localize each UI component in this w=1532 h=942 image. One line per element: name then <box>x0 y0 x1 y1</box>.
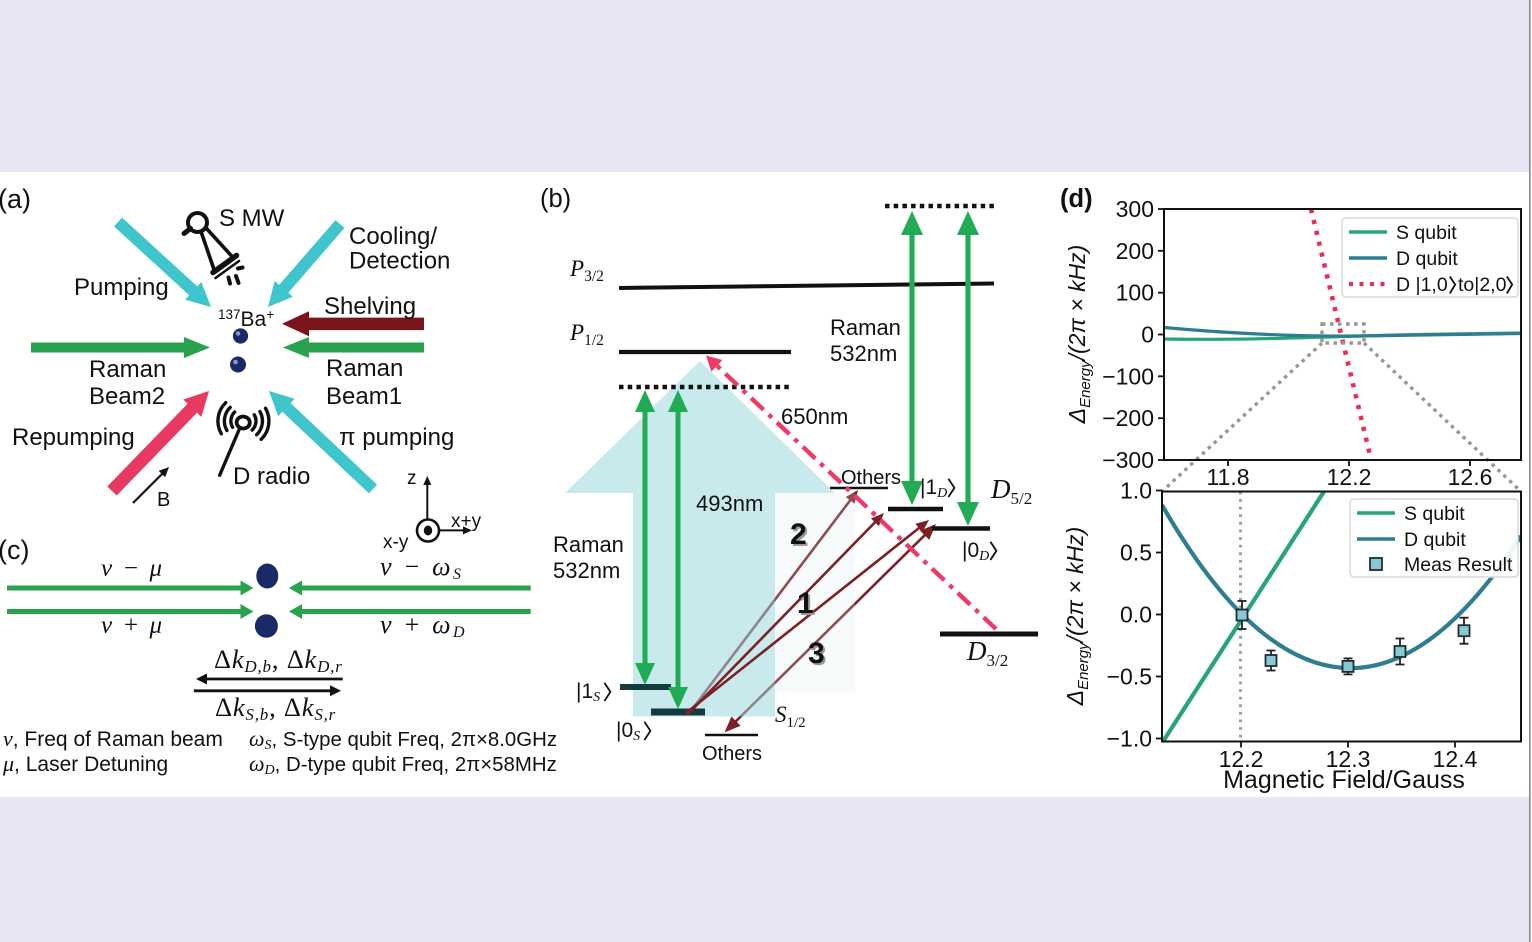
svg-text:1: 1 <box>797 587 814 620</box>
svg-text:12.6: 12.6 <box>1448 464 1493 490</box>
svg-text:Raman: Raman <box>326 355 403 382</box>
svg-text:−200: −200 <box>1102 405 1154 431</box>
svg-text:z: z <box>407 468 417 489</box>
svg-text:D radio: D radio <box>233 463 310 490</box>
svg-text:1.0: 1.0 <box>1120 478 1152 504</box>
svg-text:Beam2: Beam2 <box>89 383 165 410</box>
svg-text:Meas Result: Meas Result <box>1404 554 1513 576</box>
svg-text:2: 2 <box>792 520 809 553</box>
svg-text:S MW: S MW <box>219 205 285 232</box>
svg-text:3: 3 <box>810 639 827 672</box>
svg-text:x-y: x-y <box>383 532 409 553</box>
svg-text:ν − μ: ν − μ <box>101 555 164 582</box>
svg-text:μ, Laser Detuning: μ, Laser Detuning <box>2 751 168 776</box>
svg-text:(c): (c) <box>0 535 29 565</box>
svg-text:Repumping: Repumping <box>12 424 135 451</box>
svg-text:−300: −300 <box>1102 447 1154 473</box>
svg-text:300: 300 <box>1116 196 1154 222</box>
svg-text:B: B <box>157 489 170 511</box>
svg-text:−100: −100 <box>1102 363 1154 389</box>
svg-text:0.5: 0.5 <box>1120 540 1152 566</box>
svg-text:ωS, S-type qubit Freq, 2π×8.0G: ωS, S-type qubit Freq, 2π×8.0GHz <box>249 726 557 753</box>
svg-text:1: 1 <box>799 589 816 622</box>
svg-text:Beam1: Beam1 <box>326 383 402 410</box>
svg-text:(d): (d) <box>1060 185 1093 213</box>
svg-text:12.4: 12.4 <box>1433 746 1478 772</box>
svg-text:100: 100 <box>1116 280 1154 306</box>
svg-text:Others: Others <box>841 467 901 489</box>
svg-text:−0.5: −0.5 <box>1107 664 1152 690</box>
svg-text:π pumping: π pumping <box>339 424 454 451</box>
svg-text:Others: Others <box>702 743 762 765</box>
svg-text:−1.0: −1.0 <box>1107 726 1152 752</box>
svg-text:650nm: 650nm <box>781 404 848 429</box>
svg-text:532nm: 532nm <box>553 558 620 583</box>
svg-text:Detection: Detection <box>349 248 450 275</box>
svg-text:3: 3 <box>808 637 825 670</box>
svg-text:D qubit: D qubit <box>1396 248 1458 270</box>
svg-text:D |1,0: D |1,0 <box>1396 274 1448 296</box>
svg-text:ωD, D-type qubit Freq, 2π×58MH: ωD, D-type qubit Freq, 2π×58MHz <box>249 751 557 778</box>
svg-text:12.3: 12.3 <box>1326 746 1371 772</box>
svg-text:|0S: |0S <box>616 719 640 744</box>
svg-text:493nm: 493nm <box>696 491 763 516</box>
svg-text:0: 0 <box>1141 322 1154 348</box>
svg-text:0.0: 0.0 <box>1120 602 1152 628</box>
svg-text:Raman: Raman <box>89 356 166 383</box>
svg-text:to|2,0: to|2,0 <box>1458 274 1507 296</box>
svg-text:200: 200 <box>1116 238 1154 264</box>
svg-text:Raman: Raman <box>553 532 624 557</box>
svg-text:532nm: 532nm <box>830 341 897 366</box>
svg-text:ν + ωD: ν + ωD <box>380 610 467 641</box>
svg-text:Cooling/: Cooling/ <box>349 223 437 250</box>
svg-text:12.2: 12.2 <box>1219 746 1264 772</box>
svg-text:x+y: x+y <box>451 511 482 532</box>
svg-text:(a): (a) <box>0 184 31 214</box>
svg-text:2: 2 <box>790 518 807 551</box>
svg-text:11.8: 11.8 <box>1206 464 1249 490</box>
svg-text:Magnetic Field/Gauss: Magnetic Field/Gauss <box>1223 766 1465 794</box>
svg-text:D qubit: D qubit <box>1404 529 1466 551</box>
svg-text:S qubit: S qubit <box>1396 222 1457 244</box>
svg-text:ν − ωS: ν − ωS <box>380 552 463 583</box>
svg-text:S qubit: S qubit <box>1404 503 1465 525</box>
svg-text:(b): (b) <box>540 185 571 213</box>
svg-text:ν, Freq of Raman beam: ν, Freq of Raman beam <box>3 726 223 751</box>
svg-text:Shelving: Shelving <box>324 293 416 320</box>
svg-text:137Ba+: 137Ba+ <box>218 307 274 331</box>
svg-text:Pumping: Pumping <box>74 274 169 301</box>
svg-text:ΔkS,b, ΔkS,r: ΔkS,b, ΔkS,r <box>215 692 336 724</box>
svg-text:12.2: 12.2 <box>1327 464 1372 490</box>
svg-text:ν + μ: ν + μ <box>101 612 164 639</box>
svg-text:Raman: Raman <box>830 315 901 340</box>
